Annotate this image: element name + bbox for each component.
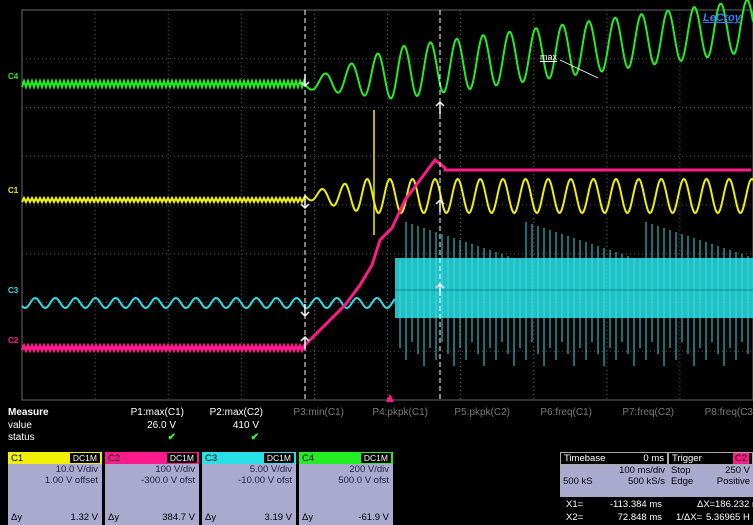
channel-box-c4[interactable]: C4 DC1M 200 V/div 500.0 V ofst Δy -61.9 V (299, 452, 393, 525)
timebase-delay: 0 ms (643, 453, 664, 464)
cursor-x2-value: 72.848 ms (617, 512, 662, 523)
trace-c3 (21, 296, 396, 310)
channel-c2-dy: 384.7 V (162, 512, 195, 523)
channel-c4-vdiv: 200 V/div (349, 464, 389, 475)
timebase-rate: 500 kS/s (628, 476, 665, 487)
cursor-inv-label: 1/ΔX= (676, 512, 703, 523)
graticule-border (21, 9, 753, 401)
brand-logo: LeCroy (703, 12, 741, 24)
channel-c4-name: C4 (302, 452, 315, 464)
cursor-readout: X1= -113.384 ms ΔX= 186.232 m X2= 72.848… (560, 497, 753, 525)
waveform-traces (20, 0, 753, 366)
param-p1-value: 26.0 V (147, 420, 176, 431)
trigger-type: Edge (671, 476, 694, 487)
channel-c1-offset: 1.00 V offset (44, 475, 98, 486)
channel-c1-name: C1 (11, 452, 24, 464)
cursor-arrow-icon (435, 100, 445, 114)
param-p8-name[interactable]: P8:freq(C3 (704, 407, 753, 418)
trigger-source: C2 (732, 453, 749, 464)
measure-row-status-label: status (8, 432, 35, 443)
channel-c2-offset: -300.0 V ofst (141, 475, 195, 486)
channel-marker-c2[interactable]: C2 (8, 336, 19, 345)
param-p5-name[interactable]: P5:pkpk(C2) (454, 407, 510, 418)
channel-box-c1[interactable]: C1 DC1M 10.0 V/div 1.00 V offset Δy 1.32 V (8, 452, 102, 525)
channel-box-c2[interactable]: C2 DC1M 100 V/div -300.0 V ofst Δy 384.7 V (105, 452, 199, 525)
param-p2-value: 410 V (232, 420, 259, 431)
channel-c1-dy: 1.32 V (70, 512, 98, 523)
cursor-dx-value: 186.232 m (715, 499, 753, 510)
channel-box-c3[interactable]: C3 DC1M 5.00 V/div -10.00 V ofst Δy 3.19 V (202, 452, 296, 525)
channel-c1-dy-label: Δy (11, 512, 23, 523)
cursor-lines[interactable] (300, 10, 445, 402)
param-p1-status-check-icon: ✔ (167, 432, 176, 443)
trace-c2 (20, 157, 751, 354)
channel-c2-coupling: DC1M (166, 453, 197, 463)
cursor-arrow-icon (300, 74, 310, 88)
cursor-x1-value: -113.384 ms (609, 499, 662, 510)
channel-marker-c3[interactable]: C3 (8, 286, 19, 295)
max-marker-line (559, 59, 599, 79)
measure-row-value-label: value (8, 420, 32, 431)
timebase-samples: 500 kS (563, 476, 593, 487)
trigger-slope: Positive (716, 476, 750, 487)
channel-c3-dy-label: Δy (205, 512, 217, 523)
cursor-arrow-icon (300, 335, 310, 349)
channel-c2-name: C2 (108, 452, 121, 464)
timebase-title: Timebase (564, 453, 606, 464)
cursor-arrow-icon (435, 198, 445, 212)
param-p6-name[interactable]: P6:freq(C1) (540, 407, 592, 418)
trace-c4 (21, 0, 753, 100)
channel-c3-name: C3 (205, 452, 218, 464)
cursor-inv-value: 5.36965 H (706, 512, 750, 523)
channel-c4-dy: -61.9 V (358, 512, 389, 523)
channel-marker-c1[interactable]: C1 (8, 186, 19, 195)
channel-c3-vdiv: 5.00 V/div (249, 464, 292, 475)
trigger-level: 250 V (725, 465, 750, 476)
param-p4-name[interactable]: P4:pkpk(C1) (372, 407, 428, 418)
channel-c3-dy: 3.19 V (264, 512, 292, 523)
channel-c4-dy-label: Δy (302, 512, 314, 523)
trigger-title: Trigger (672, 453, 702, 464)
channel-c4-offset: 500.0 V ofst (338, 475, 389, 486)
param-p2-status-check-icon: ✔ (250, 432, 259, 443)
param-p2-name[interactable]: P2:max(C2) (209, 407, 263, 418)
timebase-tdiv: 100 ms/div (619, 465, 665, 476)
cursor-arrow-icon (435, 282, 445, 296)
param-p7-name[interactable]: P7:freq(C2) (622, 407, 674, 418)
param-p1-name[interactable]: P1:max(C1) (130, 407, 184, 418)
measure-title: Measure (8, 407, 49, 418)
channel-c2-dy-label: Δy (108, 512, 120, 523)
channel-c1-coupling: DC1M (69, 453, 100, 463)
cursor-dx-label: ΔX= (697, 499, 716, 510)
param-p3-name[interactable]: P3:min(C1) (293, 407, 344, 418)
measure-panel: Measure value status P1:max(C1) 26.0 V ✔… (0, 405, 753, 449)
channel-c2-vdiv: 100 V/div (155, 464, 195, 475)
cursor-arrow-icon (300, 304, 310, 318)
cursor-x2-label: X2= (566, 512, 584, 523)
channel-c3-coupling: DC1M (263, 453, 294, 463)
channel-c1-vdiv: 10.0 V/div (55, 464, 98, 475)
trigger-position-icon (386, 394, 394, 402)
cursor-x1-label: X1= (566, 499, 584, 510)
waveform-area (20, 0, 753, 402)
graticule (21, 9, 753, 401)
trace-c1 (21, 177, 753, 215)
trigger-mode: Stop (671, 465, 691, 476)
channel-marker-c4[interactable]: C4 (8, 72, 19, 81)
channel-c3-offset: -10.00 V ofst (238, 475, 292, 486)
channel-c4-coupling: DC1M (360, 453, 391, 463)
cursor-arrow-icon (300, 196, 310, 210)
max-marker-label: max (540, 52, 558, 62)
